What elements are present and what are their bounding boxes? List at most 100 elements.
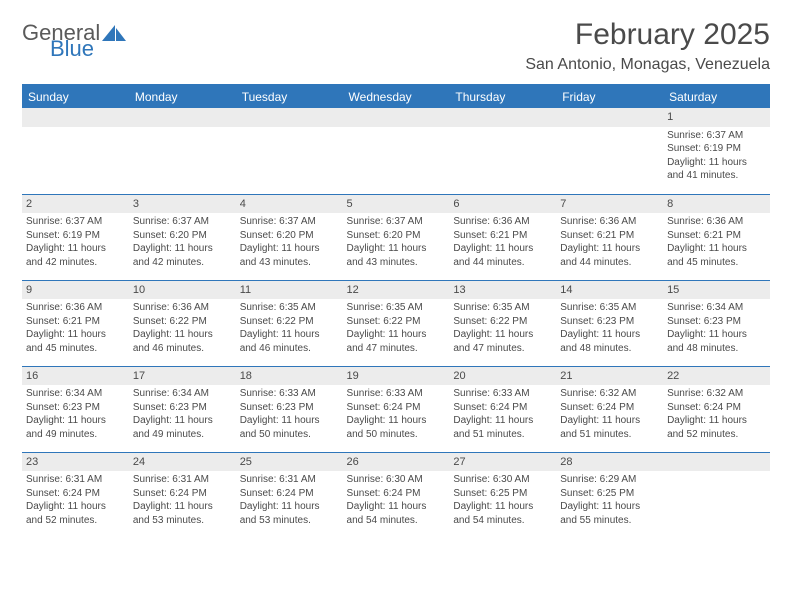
weekday-header: Tuesday bbox=[236, 85, 343, 108]
calendar-cell: 25Sunrise: 6:31 AMSunset: 6:24 PMDayligh… bbox=[236, 452, 343, 538]
day-number bbox=[556, 108, 663, 127]
day-number bbox=[236, 108, 343, 127]
weekday-header: Saturday bbox=[663, 85, 770, 108]
day-details: Sunrise: 6:37 AMSunset: 6:20 PMDaylight:… bbox=[133, 215, 232, 269]
calendar-cell: 10Sunrise: 6:36 AMSunset: 6:22 PMDayligh… bbox=[129, 280, 236, 366]
day-details: Sunrise: 6:33 AMSunset: 6:24 PMDaylight:… bbox=[453, 387, 552, 441]
day-details: Sunrise: 6:34 AMSunset: 6:23 PMDaylight:… bbox=[667, 301, 766, 355]
day-details: Sunrise: 6:31 AMSunset: 6:24 PMDaylight:… bbox=[240, 473, 339, 527]
calendar-cell: 20Sunrise: 6:33 AMSunset: 6:24 PMDayligh… bbox=[449, 366, 556, 452]
calendar-cell: 19Sunrise: 6:33 AMSunset: 6:24 PMDayligh… bbox=[343, 366, 450, 452]
calendar-cell: 12Sunrise: 6:35 AMSunset: 6:22 PMDayligh… bbox=[343, 280, 450, 366]
calendar-cell: 13Sunrise: 6:35 AMSunset: 6:22 PMDayligh… bbox=[449, 280, 556, 366]
calendar-cell bbox=[129, 108, 236, 194]
day-number: 6 bbox=[449, 195, 556, 214]
calendar-cell bbox=[449, 108, 556, 194]
day-number: 13 bbox=[449, 281, 556, 300]
header: General Blue February 2025 San Antonio, … bbox=[22, 18, 770, 74]
calendar-cell: 11Sunrise: 6:35 AMSunset: 6:22 PMDayligh… bbox=[236, 280, 343, 366]
calendar-table: SundayMondayTuesdayWednesdayThursdayFrid… bbox=[22, 84, 770, 538]
day-number: 19 bbox=[343, 367, 450, 386]
calendar-cell bbox=[22, 108, 129, 194]
calendar-cell: 1 Sunrise: 6:37 AMSunset: 6:19 PMDaylight… bbox=[663, 108, 770, 194]
day-details: Sunrise: 6:37 AMSunset: 6:19 PMDaylight:… bbox=[667, 129, 766, 183]
calendar-cell: 5Sunrise: 6:37 AMSunset: 6:20 PMDaylight… bbox=[343, 194, 450, 280]
day-number: 1 bbox=[663, 108, 770, 127]
calendar-cell: 16Sunrise: 6:34 AMSunset: 6:23 PMDayligh… bbox=[22, 366, 129, 452]
calendar-cell: 21Sunrise: 6:32 AMSunset: 6:24 PMDayligh… bbox=[556, 366, 663, 452]
day-number: 18 bbox=[236, 367, 343, 386]
day-details: Sunrise: 6:36 AMSunset: 6:21 PMDaylight:… bbox=[667, 215, 766, 269]
calendar-head: SundayMondayTuesdayWednesdayThursdayFrid… bbox=[22, 85, 770, 108]
weekday-header: Friday bbox=[556, 85, 663, 108]
calendar-cell: 23Sunrise: 6:31 AMSunset: 6:24 PMDayligh… bbox=[22, 452, 129, 538]
day-details: Sunrise: 6:34 AMSunset: 6:23 PMDaylight:… bbox=[26, 387, 125, 441]
calendar-cell: 14Sunrise: 6:35 AMSunset: 6:23 PMDayligh… bbox=[556, 280, 663, 366]
calendar-body: 1 Sunrise: 6:37 AMSunset: 6:19 PMDaylight… bbox=[22, 108, 770, 538]
calendar-cell: 28Sunrise: 6:29 AMSunset: 6:25 PMDayligh… bbox=[556, 452, 663, 538]
calendar-cell bbox=[663, 452, 770, 538]
day-details: Sunrise: 6:32 AMSunset: 6:24 PMDaylight:… bbox=[667, 387, 766, 441]
month-title: February 2025 bbox=[525, 18, 770, 52]
day-number: 8 bbox=[663, 195, 770, 214]
day-details: Sunrise: 6:36 AMSunset: 6:21 PMDaylight:… bbox=[453, 215, 552, 269]
day-number bbox=[343, 108, 450, 127]
day-number: 5 bbox=[343, 195, 450, 214]
calendar-cell: 22Sunrise: 6:32 AMSunset: 6:24 PMDayligh… bbox=[663, 366, 770, 452]
day-details: Sunrise: 6:33 AMSunset: 6:23 PMDaylight:… bbox=[240, 387, 339, 441]
day-number: 27 bbox=[449, 453, 556, 472]
day-details: Sunrise: 6:34 AMSunset: 6:23 PMDaylight:… bbox=[133, 387, 232, 441]
calendar-cell: 4Sunrise: 6:37 AMSunset: 6:20 PMDaylight… bbox=[236, 194, 343, 280]
day-details: Sunrise: 6:35 AMSunset: 6:23 PMDaylight:… bbox=[560, 301, 659, 355]
day-number: 2 bbox=[22, 195, 129, 214]
location: San Antonio, Monagas, Venezuela bbox=[525, 56, 770, 74]
day-details: Sunrise: 6:30 AMSunset: 6:24 PMDaylight:… bbox=[347, 473, 446, 527]
day-details: Sunrise: 6:29 AMSunset: 6:25 PMDaylight:… bbox=[560, 473, 659, 527]
weekday-header: Monday bbox=[129, 85, 236, 108]
day-number: 12 bbox=[343, 281, 450, 300]
calendar-cell: 7Sunrise: 6:36 AMSunset: 6:21 PMDaylight… bbox=[556, 194, 663, 280]
brand-logo: General Blue bbox=[22, 22, 126, 60]
day-number: 9 bbox=[22, 281, 129, 300]
day-number bbox=[22, 108, 129, 127]
day-details: Sunrise: 6:33 AMSunset: 6:24 PMDaylight:… bbox=[347, 387, 446, 441]
day-number: 25 bbox=[236, 453, 343, 472]
day-details: Sunrise: 6:35 AMSunset: 6:22 PMDaylight:… bbox=[240, 301, 339, 355]
day-details: Sunrise: 6:35 AMSunset: 6:22 PMDaylight:… bbox=[347, 301, 446, 355]
day-details: Sunrise: 6:37 AMSunset: 6:20 PMDaylight:… bbox=[347, 215, 446, 269]
calendar-cell bbox=[343, 108, 450, 194]
day-details: Sunrise: 6:36 AMSunset: 6:22 PMDaylight:… bbox=[133, 301, 232, 355]
day-details: Sunrise: 6:36 AMSunset: 6:21 PMDaylight:… bbox=[560, 215, 659, 269]
calendar-cell: 15Sunrise: 6:34 AMSunset: 6:23 PMDayligh… bbox=[663, 280, 770, 366]
calendar-cell: 3Sunrise: 6:37 AMSunset: 6:20 PMDaylight… bbox=[129, 194, 236, 280]
weekday-header: Thursday bbox=[449, 85, 556, 108]
day-details: Sunrise: 6:37 AMSunset: 6:19 PMDaylight:… bbox=[26, 215, 125, 269]
day-details: Sunrise: 6:31 AMSunset: 6:24 PMDaylight:… bbox=[26, 473, 125, 527]
day-number: 22 bbox=[663, 367, 770, 386]
day-number: 21 bbox=[556, 367, 663, 386]
day-number: 28 bbox=[556, 453, 663, 472]
day-details: Sunrise: 6:36 AMSunset: 6:21 PMDaylight:… bbox=[26, 301, 125, 355]
day-number bbox=[129, 108, 236, 127]
day-details: Sunrise: 6:37 AMSunset: 6:20 PMDaylight:… bbox=[240, 215, 339, 269]
day-details: Sunrise: 6:32 AMSunset: 6:24 PMDaylight:… bbox=[560, 387, 659, 441]
day-number: 17 bbox=[129, 367, 236, 386]
calendar-cell: 17Sunrise: 6:34 AMSunset: 6:23 PMDayligh… bbox=[129, 366, 236, 452]
day-number: 26 bbox=[343, 453, 450, 472]
day-number: 11 bbox=[236, 281, 343, 300]
calendar-cell bbox=[236, 108, 343, 194]
title-block: February 2025 San Antonio, Monagas, Vene… bbox=[525, 18, 770, 74]
day-number: 3 bbox=[129, 195, 236, 214]
day-number: 4 bbox=[236, 195, 343, 214]
calendar-cell bbox=[556, 108, 663, 194]
day-number: 20 bbox=[449, 367, 556, 386]
day-number bbox=[449, 108, 556, 127]
day-number: 23 bbox=[22, 453, 129, 472]
day-details: Sunrise: 6:30 AMSunset: 6:25 PMDaylight:… bbox=[453, 473, 552, 527]
day-number bbox=[663, 453, 770, 472]
calendar-cell: 2Sunrise: 6:37 AMSunset: 6:19 PMDaylight… bbox=[22, 194, 129, 280]
day-details: Sunrise: 6:31 AMSunset: 6:24 PMDaylight:… bbox=[133, 473, 232, 527]
day-number: 14 bbox=[556, 281, 663, 300]
day-number: 15 bbox=[663, 281, 770, 300]
day-number: 7 bbox=[556, 195, 663, 214]
